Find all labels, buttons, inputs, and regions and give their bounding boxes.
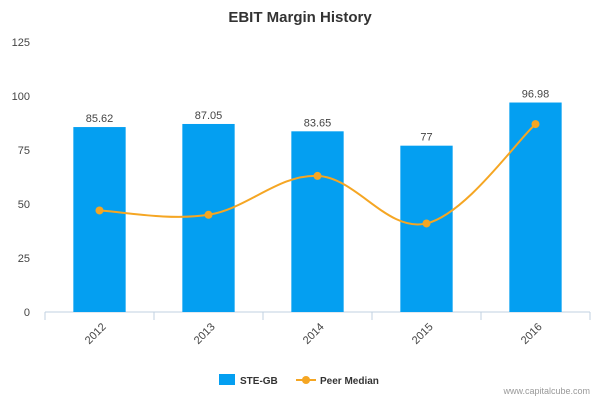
y-tick-label: 100 <box>12 91 30 103</box>
bar-data-label: 77 <box>420 132 432 144</box>
peer-median-point-2012 <box>95 206 104 215</box>
y-tick-label: 75 <box>18 145 30 157</box>
legend-label-peer-median: Peer Median <box>320 376 379 387</box>
y-axis-ticks: 0 25 50 75 100 125 <box>12 37 30 319</box>
bar-data-label: 87.05 <box>195 110 223 122</box>
chart-title: EBIT Margin History <box>228 9 372 26</box>
bar-2014 <box>291 131 344 312</box>
x-tick-label: 2012 <box>83 321 109 347</box>
legend: STE-GB Peer Median <box>219 374 379 387</box>
bar-2012 <box>73 127 126 313</box>
x-tick-label: 2014 <box>301 321 327 347</box>
peer-median-point-2016 <box>531 120 540 129</box>
peer-median-points <box>95 120 540 228</box>
bar-data-label: 85.62 <box>86 113 114 125</box>
peer-median-point-2013 <box>204 210 213 219</box>
peer-median-point-2015 <box>422 219 431 228</box>
peer-median-point-2014 <box>313 171 322 180</box>
legend-label-ste-gb: STE-GB <box>240 376 278 387</box>
y-tick-label: 25 <box>18 253 30 265</box>
x-tick-label: 2016 <box>519 321 545 347</box>
x-tick-label: 2013 <box>192 321 218 347</box>
bar-series-ste-gb <box>73 102 562 313</box>
y-tick-label: 50 <box>18 199 30 211</box>
y-tick-label: 0 <box>24 307 30 319</box>
bar-data-labels: 85.62 87.05 83.65 77 96.98 <box>86 89 550 144</box>
y-tick-label: 125 <box>12 37 30 49</box>
x-axis-ticks: 2012 2013 2014 2015 2016 <box>44 312 591 347</box>
bar-2015 <box>400 145 453 312</box>
legend-swatch-peer-median-dot <box>302 376 310 384</box>
bar-2016 <box>509 102 562 313</box>
bar-data-label: 83.65 <box>304 117 332 129</box>
legend-swatch-ste-gb <box>219 374 235 385</box>
credit-text: www.capitalcube.com <box>502 386 590 396</box>
bar-data-label: 96.98 <box>522 89 550 101</box>
x-tick-label: 2015 <box>410 321 436 347</box>
